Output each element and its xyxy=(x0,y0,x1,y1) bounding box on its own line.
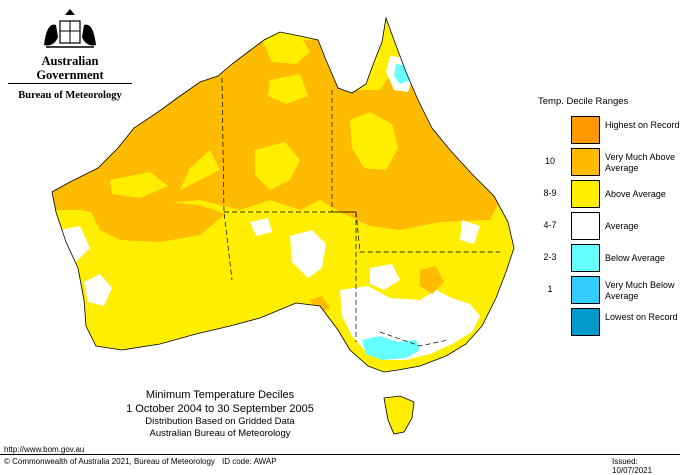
legend-swatch-above xyxy=(571,180,600,208)
crest-icon xyxy=(44,9,96,48)
legend-code: 1 xyxy=(547,284,553,294)
map-subtitle: Distribution Based on Gridded Data xyxy=(145,416,295,427)
legend-swatch-very-much-above xyxy=(571,148,600,176)
legend-code: 4-7 xyxy=(543,220,557,230)
legend-code: 10 xyxy=(544,156,555,166)
bureau-title: Bureau of Meteorology xyxy=(18,90,122,101)
legend-swatch-very-much-below xyxy=(571,276,600,304)
legend-label: Lowest on Record xyxy=(605,312,678,322)
footer-url[interactable]: http://www.bom.gov.au xyxy=(4,445,85,454)
legend-title: Temp. Decile Ranges xyxy=(538,96,629,107)
tasmania xyxy=(383,395,415,435)
footer-id-code: ID code: AWAP xyxy=(222,457,277,466)
nsw-vic-border xyxy=(379,331,449,347)
state-borders xyxy=(221,77,500,347)
qld-nsw-border xyxy=(332,211,500,253)
map-caption: Minimum Temperature Deciles 1 October 20… xyxy=(105,388,335,440)
legend-label: Very Much Above Average xyxy=(605,152,676,173)
map-source: Australian Bureau of Meteorology xyxy=(149,428,291,439)
wa-border xyxy=(221,77,233,281)
legend-code: 2-3 xyxy=(543,252,557,262)
map-period: 1 October 2004 to 30 September 2005 xyxy=(126,403,314,415)
legend-code: 8-9 xyxy=(543,188,557,198)
footer-divider xyxy=(0,454,680,455)
legend-label: Below Average xyxy=(605,253,665,263)
legend-swatch-average xyxy=(571,212,600,240)
mainland xyxy=(51,16,515,373)
footer-issued: Issued: 10/07/2021 xyxy=(612,457,653,475)
legend-swatch-below xyxy=(571,244,600,272)
legend-label: Average xyxy=(605,221,639,231)
logo-divider xyxy=(8,83,132,84)
legend-label: Very Much Below Average xyxy=(605,280,675,301)
bom-logo: Australian Government Bureau of Meteorol… xyxy=(8,8,132,102)
government-title: Australian Government xyxy=(36,54,104,82)
legend-label: Above Average xyxy=(605,189,666,199)
map-title: Minimum Temperature Deciles xyxy=(145,389,295,401)
legend-label: Highest on Record xyxy=(605,120,680,130)
footer-copyright: © Commonwealth of Australia 2021, Bureau… xyxy=(4,457,215,466)
legend-swatch-lowest xyxy=(571,308,600,336)
legend-swatch-highest xyxy=(571,116,600,144)
